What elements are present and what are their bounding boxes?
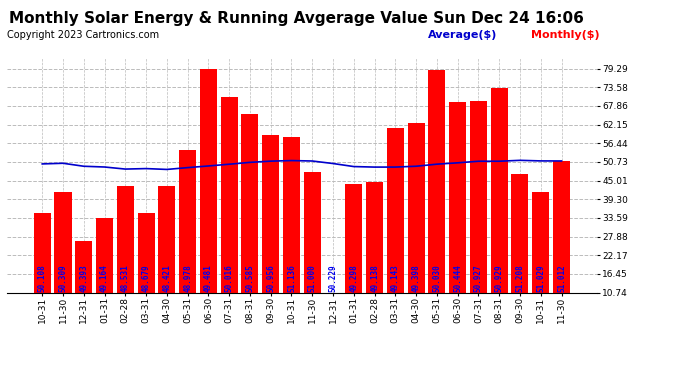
Bar (179, 150, 196, 292)
Bar (96, 218, 113, 292)
Text: 49.481: 49.481 (204, 264, 213, 291)
Text: 49.298: 49.298 (349, 264, 358, 291)
Text: 50.108: 50.108 (38, 264, 47, 291)
Bar (511, 174, 529, 292)
Text: 50.030: 50.030 (433, 264, 442, 291)
Bar (553, 161, 570, 292)
Text: 50.229: 50.229 (328, 264, 337, 291)
Text: 49.398: 49.398 (412, 264, 421, 291)
Bar (137, 213, 155, 292)
Bar (345, 184, 362, 292)
Bar (532, 192, 549, 292)
Bar (55, 192, 72, 292)
Bar (428, 69, 446, 292)
Bar (34, 213, 51, 292)
Text: 49.164: 49.164 (100, 264, 109, 291)
Text: 50.927: 50.927 (474, 264, 483, 291)
Text: 51.029: 51.029 (536, 264, 545, 291)
Bar (158, 186, 175, 292)
Text: 51.136: 51.136 (287, 264, 296, 291)
Text: 48.679: 48.679 (141, 264, 150, 291)
Bar (366, 182, 383, 292)
Text: 49.143: 49.143 (391, 264, 400, 291)
Text: Average($): Average($) (428, 30, 497, 40)
Text: 50.309: 50.309 (59, 264, 68, 291)
Text: 50.444: 50.444 (453, 264, 462, 291)
Text: 50.585: 50.585 (246, 264, 255, 291)
Text: 48.421: 48.421 (162, 264, 171, 291)
Bar (470, 100, 487, 292)
Bar (262, 135, 279, 292)
Bar (304, 172, 321, 292)
Text: Monthly($): Monthly($) (531, 30, 600, 40)
Text: 51.208: 51.208 (515, 264, 524, 291)
Text: Monthly Solar Energy & Running Avgerage Value Sun Dec 24 16:06: Monthly Solar Energy & Running Avgerage … (9, 11, 584, 26)
Bar (241, 114, 259, 292)
Bar (491, 87, 508, 292)
Text: 49.138: 49.138 (370, 264, 379, 291)
Text: Copyright 2023 Cartronics.com: Copyright 2023 Cartronics.com (7, 30, 159, 40)
Text: 49.393: 49.393 (79, 264, 88, 291)
Bar (408, 123, 424, 292)
Text: 48.531: 48.531 (121, 264, 130, 291)
Bar (200, 69, 217, 292)
Bar (283, 136, 300, 292)
Bar (117, 186, 134, 292)
Text: 48.978: 48.978 (183, 264, 192, 291)
Text: 51.012: 51.012 (557, 264, 566, 291)
Text: 50.929: 50.929 (495, 264, 504, 291)
Bar (75, 241, 92, 292)
Bar (449, 102, 466, 292)
Bar (387, 128, 404, 292)
Text: 50.956: 50.956 (266, 264, 275, 291)
Bar (221, 98, 237, 292)
Text: 50.016: 50.016 (225, 264, 234, 291)
Text: 51.000: 51.000 (308, 264, 317, 291)
